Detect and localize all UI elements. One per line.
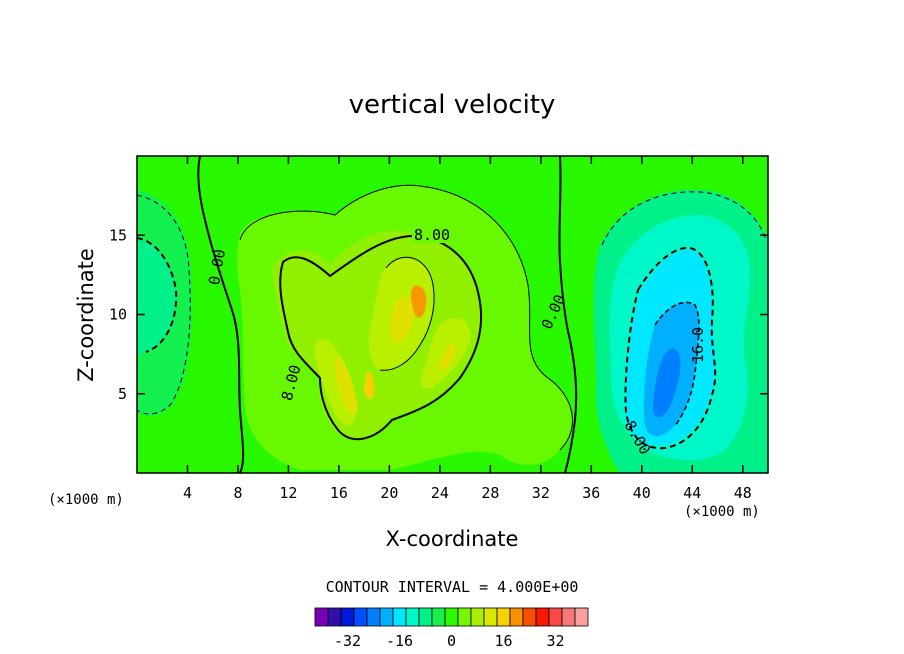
x-tick-label: 48 xyxy=(734,484,752,502)
x-tick-label: 32 xyxy=(532,484,550,502)
colorbar-swatch xyxy=(509,607,524,627)
colorbar-swatch xyxy=(561,607,576,627)
colorbar-swatch xyxy=(444,607,459,627)
colorbar-swatch xyxy=(366,607,381,627)
colorbar-tick-label: 32 xyxy=(546,632,564,650)
x-tick-label: 28 xyxy=(481,484,499,502)
colorbar-swatch xyxy=(392,607,407,627)
colorbar-swatch xyxy=(353,607,368,627)
colorbar-swatch xyxy=(548,607,563,627)
updraft-max-2 xyxy=(364,371,375,399)
colorbar xyxy=(314,607,589,627)
colorbar-swatch xyxy=(327,607,342,627)
contour-outer-downdraft xyxy=(601,191,767,246)
x-tick-label: 24 xyxy=(431,484,449,502)
colorbar-tick-label: -16 xyxy=(386,632,413,650)
x-tick-label: 8 xyxy=(233,484,242,502)
downdraft-right-core xyxy=(652,348,681,418)
x-tick-label: 20 xyxy=(380,484,398,502)
updraft-core-3 xyxy=(438,343,456,371)
contour-left-dashed xyxy=(137,194,191,415)
x-tick-label: 40 xyxy=(633,484,651,502)
y-tick-label: 10 xyxy=(109,306,127,324)
x-unit-label-left: (×1000 m) xyxy=(48,492,124,508)
x-tick-label: 4 xyxy=(183,484,192,502)
x-tick-label: 44 xyxy=(683,484,701,502)
x-tick-label: 36 xyxy=(582,484,600,502)
colorbar-swatch xyxy=(470,607,485,627)
updraft-core-1 xyxy=(334,357,358,415)
chart-title: vertical velocity xyxy=(349,90,556,120)
colorbar-swatch xyxy=(457,607,472,627)
colorbar-swatch xyxy=(496,607,511,627)
contour-interval: CONTOUR INTERVAL = 4.000E+00 xyxy=(326,578,579,596)
x-tick-label: 12 xyxy=(279,484,297,502)
x-unit-label-right: (×1000 m) xyxy=(684,504,760,520)
contour-label-8-top: 8.00 xyxy=(414,226,450,244)
x-tick-label: 16 xyxy=(330,484,348,502)
x-axis-label: X-coordinate xyxy=(386,527,519,551)
contour-8-updraft xyxy=(279,234,483,440)
colorbar-swatch xyxy=(574,607,589,627)
colorbar-swatch xyxy=(418,607,433,627)
y-tick-label: 5 xyxy=(118,385,127,403)
contour-16-downdraft xyxy=(654,301,700,427)
contour-updraft-outer xyxy=(239,184,573,451)
y-axis: 5 10 15 xyxy=(109,226,768,403)
contour-label-0-left: 0.00 xyxy=(205,248,229,287)
colorbar-tick-label: 0 xyxy=(447,632,456,650)
zero-contour-right xyxy=(558,156,578,473)
colorbar-ticks: -32 -16 0 16 32 xyxy=(334,632,565,650)
colorbar-swatch xyxy=(314,607,329,627)
colorbar-tick-label: -32 xyxy=(334,632,361,650)
downdraft-left-core xyxy=(137,240,176,356)
updraft-max xyxy=(411,285,427,318)
colorbar-tick-label: 16 xyxy=(494,632,512,650)
colorbar-swatch xyxy=(483,607,498,627)
colorbar-swatch xyxy=(431,607,446,627)
contour-updraft-inner xyxy=(379,256,435,371)
plot-area: 8.00 0.00 8.00 0.00 16.0 8.00 xyxy=(137,156,768,473)
contour-label-16: 16.0 xyxy=(689,327,707,363)
colorbar-swatch xyxy=(379,607,394,627)
y-tick-label: 15 xyxy=(109,226,127,244)
contour-left-inner xyxy=(137,237,178,353)
contour-8-downdraft xyxy=(624,246,717,450)
colorbar-swatch xyxy=(340,607,355,627)
updraft-core-2 xyxy=(390,296,415,344)
contour-lines xyxy=(137,156,767,473)
colorbar-swatch xyxy=(522,607,537,627)
x-axis: 4 8 12 16 20 24 28 32 36 40 44 48 xyxy=(183,156,752,502)
colorbar-swatch xyxy=(405,607,420,627)
zero-contour-left xyxy=(197,156,245,473)
colorbar-swatch xyxy=(535,607,550,627)
y-axis-label: Z-coordinate xyxy=(74,248,98,382)
